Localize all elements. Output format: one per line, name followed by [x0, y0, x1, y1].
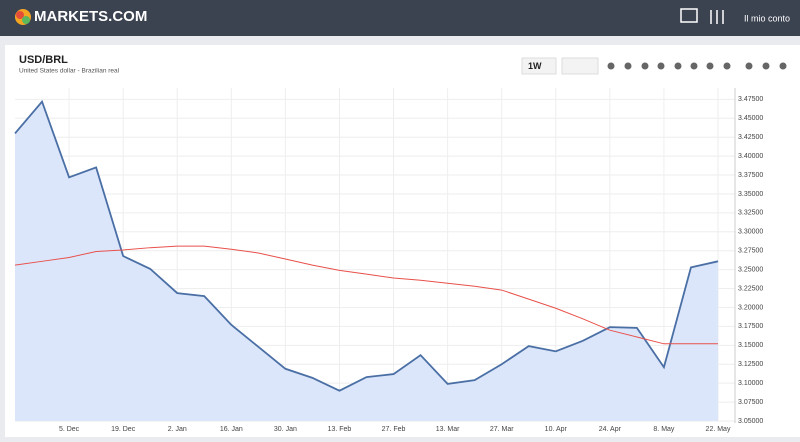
x-tick-label: 16. Jan: [220, 426, 243, 433]
y-tick-label: 3.40000: [738, 153, 763, 160]
line: [14, 245, 718, 345]
x-tick-label: 8. May: [653, 426, 675, 433]
x-tick-label: 27. Mar: [490, 426, 514, 433]
y-tick-label: 3.37500: [738, 172, 763, 179]
y-tick-label: 3.07500: [738, 399, 763, 406]
area: [15, 101, 718, 421]
tool-icon[interactable]: [607, 62, 615, 70]
y-tick-label: 3.35000: [738, 191, 763, 198]
tool-icon[interactable]: [641, 62, 649, 70]
period-label[interactable]: 1W: [528, 61, 542, 71]
tool-icon[interactable]: [624, 62, 632, 70]
tool-icon[interactable]: [674, 62, 682, 70]
y-tick-label: 3.47500: [738, 96, 763, 103]
y-tick-label: 3.27500: [738, 248, 763, 255]
x-tick-label: 22. May: [706, 426, 731, 433]
tool-icon[interactable]: [657, 62, 665, 70]
y-tick-label: 3.25000: [738, 266, 763, 273]
y-tick-label: 3.42500: [738, 134, 763, 141]
x-tick-label: 19. Dec: [111, 426, 136, 433]
y-tick-label: 3.15000: [738, 342, 763, 349]
x-tick-label: 13. Mar: [436, 426, 460, 433]
logo[interactable]: MARKETS.COM: [34, 8, 147, 25]
toolbar-icons: [607, 62, 787, 70]
messages-icon[interactable]: [680, 8, 698, 23]
y-tick-label: 3.22500: [738, 285, 763, 292]
tool-icon[interactable]: [762, 62, 770, 70]
y-tick-label: 3.20000: [738, 304, 763, 311]
y-tick-label: 3.12500: [738, 361, 763, 368]
y-tick-label: 3.10000: [738, 380, 763, 387]
line: [14, 99, 719, 392]
tool-icon[interactable]: [690, 62, 698, 70]
settings-icon[interactable]: [710, 10, 724, 24]
y-tick-label: 3.30000: [738, 229, 763, 236]
tool-icon[interactable]: [723, 62, 731, 70]
y-tick-label: 3.32500: [738, 210, 763, 217]
x-tick-label: 27. Feb: [382, 426, 406, 433]
period-select[interactable]: [521, 57, 557, 75]
plot: 3.05000 3.07500 3.10000 3.12500 3.15000 3.175…: [14, 88, 763, 433]
account-menu[interactable]: Il mio conto: [744, 13, 790, 23]
y-tick-label: 3.45000: [738, 115, 763, 122]
logo-icon-part: [16, 11, 24, 19]
top-bar: [0, 0, 800, 36]
chart-type-select[interactable]: [561, 57, 599, 75]
chart-title: USD/BRL: [19, 54, 68, 66]
x-tick-label: 24. Apr: [599, 426, 622, 433]
tool-icon[interactable]: [779, 62, 787, 70]
y-tick-label: 3.05000: [738, 418, 763, 425]
logo-icon-part: [22, 16, 30, 24]
x-tick-label: 10. Apr: [545, 426, 568, 433]
x-tick-label: 30. Jan: [274, 426, 297, 433]
tool-icon[interactable]: [706, 62, 714, 70]
chart-subtitle: United States dollar - Brazilian real: [19, 68, 120, 75]
x-tick-label: 5. Dec: [59, 426, 80, 433]
x-tick-label: 13. Feb: [328, 426, 352, 433]
y-tick-label: 3.17500: [738, 323, 763, 330]
tool-icon[interactable]: [745, 62, 753, 70]
x-tick-label: 2. Jan: [168, 426, 187, 433]
